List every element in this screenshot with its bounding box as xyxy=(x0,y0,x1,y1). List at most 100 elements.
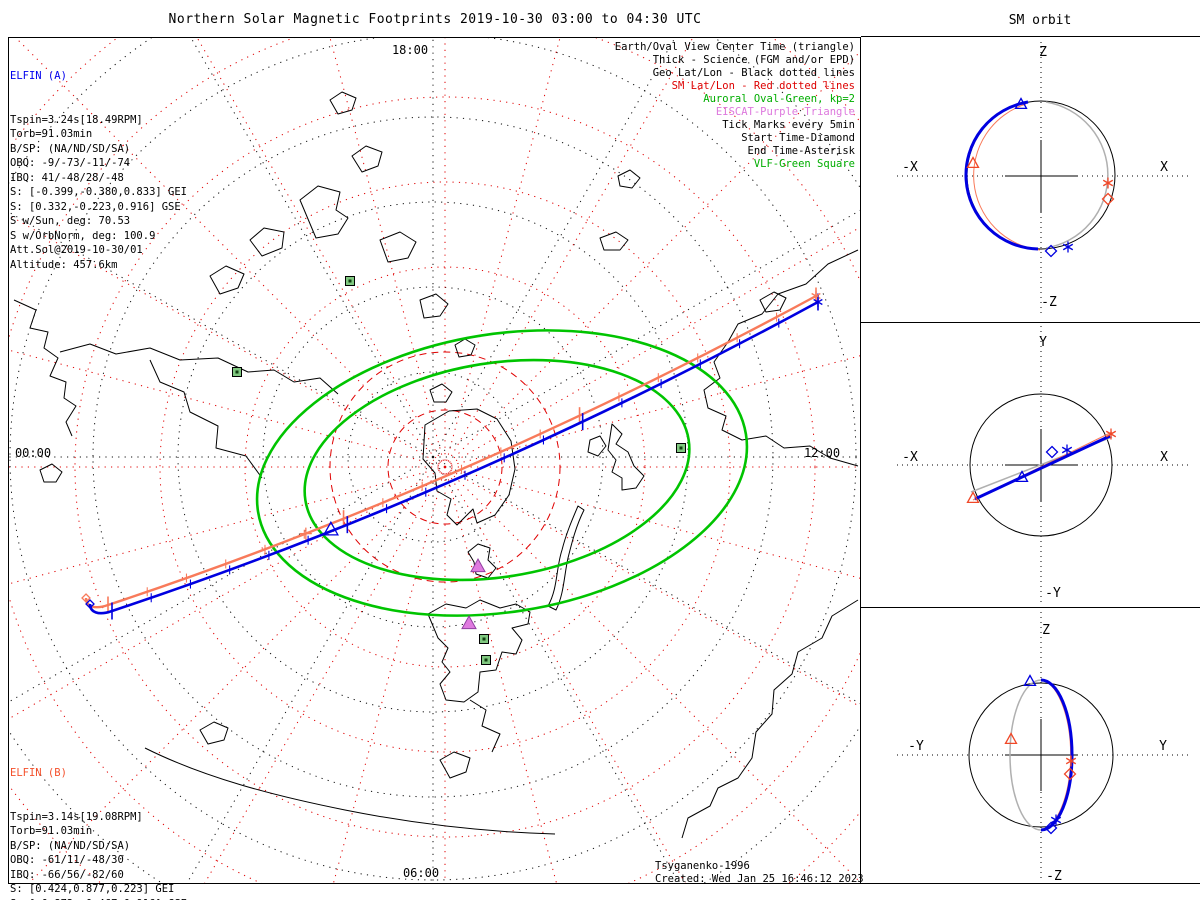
orbit-xy-label-top: Y xyxy=(1039,335,1047,350)
legend-block: Earth/Oval View Center Time (triangle) Th… xyxy=(455,41,855,171)
orbit-xy-label-right: X xyxy=(1160,450,1168,465)
view-center-time-a-triangle-marker xyxy=(322,520,339,536)
orbit-xz-label-bottom: -Z xyxy=(1041,295,1057,310)
orbit-yz-label-top: Z xyxy=(1042,623,1050,638)
panel-markers xyxy=(966,97,1117,835)
legend-line: Tick Marks every 5min xyxy=(722,119,855,131)
sm-dashed-circles xyxy=(329,351,561,583)
legend-line: Start Time-Diamond xyxy=(741,132,855,144)
orbit-dayside-arc xyxy=(1045,101,1109,249)
sm-grid-meridian xyxy=(444,466,860,883)
elfin-a-line: Altitude: 457.6km xyxy=(10,258,118,271)
elfin-a-line: Tspin=3.24s[18.49RPM] xyxy=(10,113,143,126)
orbit-xy-diamond-marker xyxy=(1045,445,1059,459)
elfin-b-orbit-arc xyxy=(973,103,1041,251)
elfin-b-line: IBQ: -66/56/-82/60 xyxy=(10,868,124,881)
geo-grid-circle xyxy=(262,286,604,628)
elfin-b-line: S: [-0.872,-0.467,0.916] GSE xyxy=(10,897,187,900)
orbit-xz-label-top: Z xyxy=(1039,45,1047,60)
asterisk-stroke xyxy=(1062,243,1074,251)
sm-orbit-panels: Z -Z -X X Y -Y -X X Z -Z -Y Y xyxy=(897,42,1188,884)
sm-grid-meridian xyxy=(444,466,860,579)
elfin-a-orbit-arc xyxy=(964,100,1039,251)
coastlines xyxy=(13,91,859,839)
elfin-a-orbit-line xyxy=(974,434,1111,501)
elfin-a-line: Att.Sol@2019-10-30/01 xyxy=(10,244,143,256)
sm-grid-meridian xyxy=(444,226,860,468)
start-time-a-diamond-marker xyxy=(85,599,95,609)
page-title: Northern Solar Magnetic Footprints 2019-… xyxy=(168,12,702,27)
frame-lines xyxy=(8,36,1200,884)
panel-xy xyxy=(897,326,1188,604)
orbit-yz-diamond-marker xyxy=(1044,821,1058,835)
vlf-station-square-dot xyxy=(679,446,683,450)
orbit-yz-asterisk-marker xyxy=(1050,814,1062,826)
elfin-a-line: B/SP: (NA/ND/SD/SA) xyxy=(10,142,131,155)
elfin-b-line: S: [0.424,0.877,0.223] GEI xyxy=(10,883,175,895)
vlf-station-square-dot xyxy=(348,279,352,283)
vlf-station-square-dot xyxy=(482,637,486,641)
orbit-xz-asterisk-marker xyxy=(1062,241,1074,253)
orbit-yz-label-left: -Y xyxy=(908,739,924,754)
orbit-xy-asterisk-marker xyxy=(1061,444,1073,456)
legend-line: Auroral Oval-Green, kp=2 xyxy=(703,93,855,105)
view-center-time-b-cross-marker xyxy=(299,527,312,540)
sm-orbit-title: SM orbit xyxy=(1008,13,1072,28)
map-markers xyxy=(81,276,823,665)
sm-grid-circle xyxy=(244,266,646,668)
sm-grid-meridian xyxy=(9,349,446,468)
mlt-label: 18:00 xyxy=(391,43,429,57)
orbit-xz-triangle-marker xyxy=(966,156,980,169)
orbit-yz-asterisk-marker xyxy=(1065,755,1077,767)
elfin-a-orbit-arc xyxy=(1040,678,1074,832)
orbit-xy-label-left: -X xyxy=(902,450,918,465)
legend-line: Geo Lat/Lon - Black dotted lines xyxy=(652,67,855,79)
panel-axis-labels: Z -Z -X X Y -Y -X X Z -Z -Y Y xyxy=(902,45,1168,884)
orbit-yz-triangle-marker xyxy=(1023,674,1037,687)
orbit-yz-triangle-marker xyxy=(1004,732,1018,745)
elfin-a-info-block: ELFIN (A) Tspin=3.24s[18.49RPM] Torb=91.0… xyxy=(10,40,187,301)
asterisk-stroke xyxy=(1050,816,1062,824)
elfin-b-info-block: ELFIN (B) Tspin=3.14s[19.08RPM] Torb=91.0… xyxy=(10,737,187,900)
footer-annotations: Tsyganenko-1996 Created: Wed Jan 25 16:4… xyxy=(655,860,864,886)
orbit-dayside-arc xyxy=(1009,679,1042,831)
elfin-a-line: IBQ: 41/-48/28/-48 xyxy=(10,171,124,184)
asterisk-stroke xyxy=(1065,757,1077,765)
geo-grid-meridian xyxy=(432,456,680,883)
earth-circle xyxy=(968,682,1114,828)
elfin-b-line: OBQ: -61/11/-48/30 xyxy=(10,854,124,866)
start-time-b-diamond-marker xyxy=(81,593,91,603)
asterisk-stroke xyxy=(1061,446,1073,454)
asterisk-stroke xyxy=(811,292,821,300)
panel-yz xyxy=(897,612,1188,880)
orbit-xy-triangle-marker xyxy=(1015,470,1029,483)
footprint-tracks xyxy=(84,287,819,620)
vlf-station-square-dot xyxy=(235,370,239,374)
sm-grid-meridian xyxy=(444,466,557,883)
legend-line: End Time-Asterisk xyxy=(747,145,855,157)
elfin-a-footprint xyxy=(88,300,819,615)
earth-circle xyxy=(969,393,1113,537)
orbit-xz-label-right: X xyxy=(1160,160,1168,175)
model-label: Tsyganenko-1996 xyxy=(655,860,750,872)
elfin-a-line: OBQ: -9/-73/-11/-74 xyxy=(10,157,131,169)
legend-line: EISCAT-Purple Triangle xyxy=(715,106,855,118)
legend-line: Earth/Oval View Center Time (triangle) xyxy=(614,41,855,53)
elfin-b-lines: Tspin=3.14s[19.08RPM] Torb=91.03min B/SP: … xyxy=(10,810,187,900)
eiscat-station-triangle-marker xyxy=(470,557,486,573)
elfin-a-lines: Tspin=3.24s[18.49RPM] Torb=91.03min B/SP: … xyxy=(10,113,187,273)
asterisk-stroke xyxy=(1105,430,1117,438)
orbit-yz-label-right: Y xyxy=(1159,739,1167,754)
elfin-b-line: Tspin=3.14s[19.08RPM] xyxy=(10,810,143,823)
elfin-a-line: S w/Sun, deg: 70.53 xyxy=(10,215,131,227)
orbit-xy-label-bottom: -Y xyxy=(1045,586,1061,601)
elfin-b-footprint xyxy=(84,294,817,609)
mlt-label: 06:00 xyxy=(402,866,440,880)
eiscat-station-triangle-marker xyxy=(461,614,477,630)
legend-line: Thick - Science (FGM and/or EPD) xyxy=(652,54,855,66)
geo-grid-meridian xyxy=(432,209,860,458)
elfin-a-line: S w/OrbNorm, deg: 100.9 xyxy=(10,229,156,242)
auroral-oval xyxy=(255,329,749,617)
sm-grid-circle xyxy=(159,181,731,753)
